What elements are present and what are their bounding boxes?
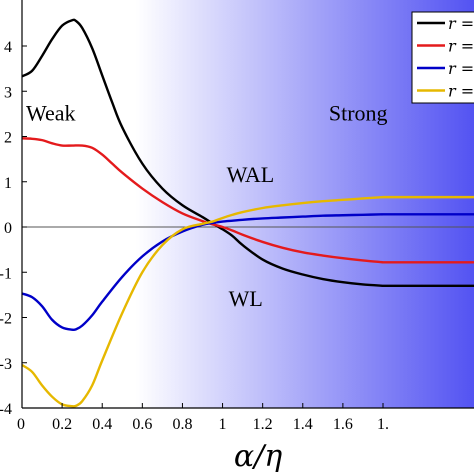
x-tick-label: 1.6 <box>333 416 353 433</box>
series-layer <box>22 18 474 408</box>
x-tick-label: 1.2 <box>253 416 273 433</box>
y-tick-label: 1 <box>4 175 12 192</box>
y-tick-label: 3 <box>4 84 12 101</box>
legend-box <box>411 11 474 104</box>
annotation-wl: WL <box>229 286 263 311</box>
annotation-strong: Strong <box>329 101 388 126</box>
legend-label-1: r = <box>448 14 474 33</box>
x-tick-label: 1.4 <box>293 416 313 433</box>
x-tick-label: 0.4 <box>92 416 112 433</box>
plot-background <box>22 0 474 408</box>
annotation-weak: Weak <box>26 101 76 126</box>
series-line-2 <box>22 137 474 264</box>
x-tick-label: 0 <box>17 416 25 433</box>
legend-label-3: r = <box>448 59 474 78</box>
y-tick-label: -1 <box>0 265 12 282</box>
annotation-wal: WAL <box>227 162 275 187</box>
ticks-layer: 0 0.2 0.4 0.6 0.8 1 1.2 1.4 1.6 1. -4 -3 -2 -1 0 1 2 3 4 <box>0 39 389 433</box>
x-tick-label: 0.2 <box>52 416 72 433</box>
x-tick-label: 0.8 <box>172 416 192 433</box>
x-tick-label: 0.6 <box>132 416 152 433</box>
y-tick-label: -3 <box>0 356 12 373</box>
series-line-1 <box>22 18 474 288</box>
y-tick-label: 4 <box>4 39 12 56</box>
y-tick-label: 2 <box>4 130 12 147</box>
annotation-layer: Weak Strong WAL WL <box>26 101 388 312</box>
x-tick-label: 1 <box>219 416 227 433</box>
y-tick-label: -4 <box>0 401 12 418</box>
series-line-4 <box>22 195 474 408</box>
axes-layer <box>21 0 474 409</box>
y-tick-label: 0 <box>4 220 12 237</box>
y-tick-label: -2 <box>0 311 12 328</box>
legend-label-2: r = <box>448 37 474 56</box>
legend-label-4: r = <box>448 82 474 101</box>
x-tick-label: 1. <box>377 416 389 433</box>
x-axis-label: α/η <box>234 439 282 474</box>
legend-layer: r = r = r = r = <box>411 11 474 104</box>
